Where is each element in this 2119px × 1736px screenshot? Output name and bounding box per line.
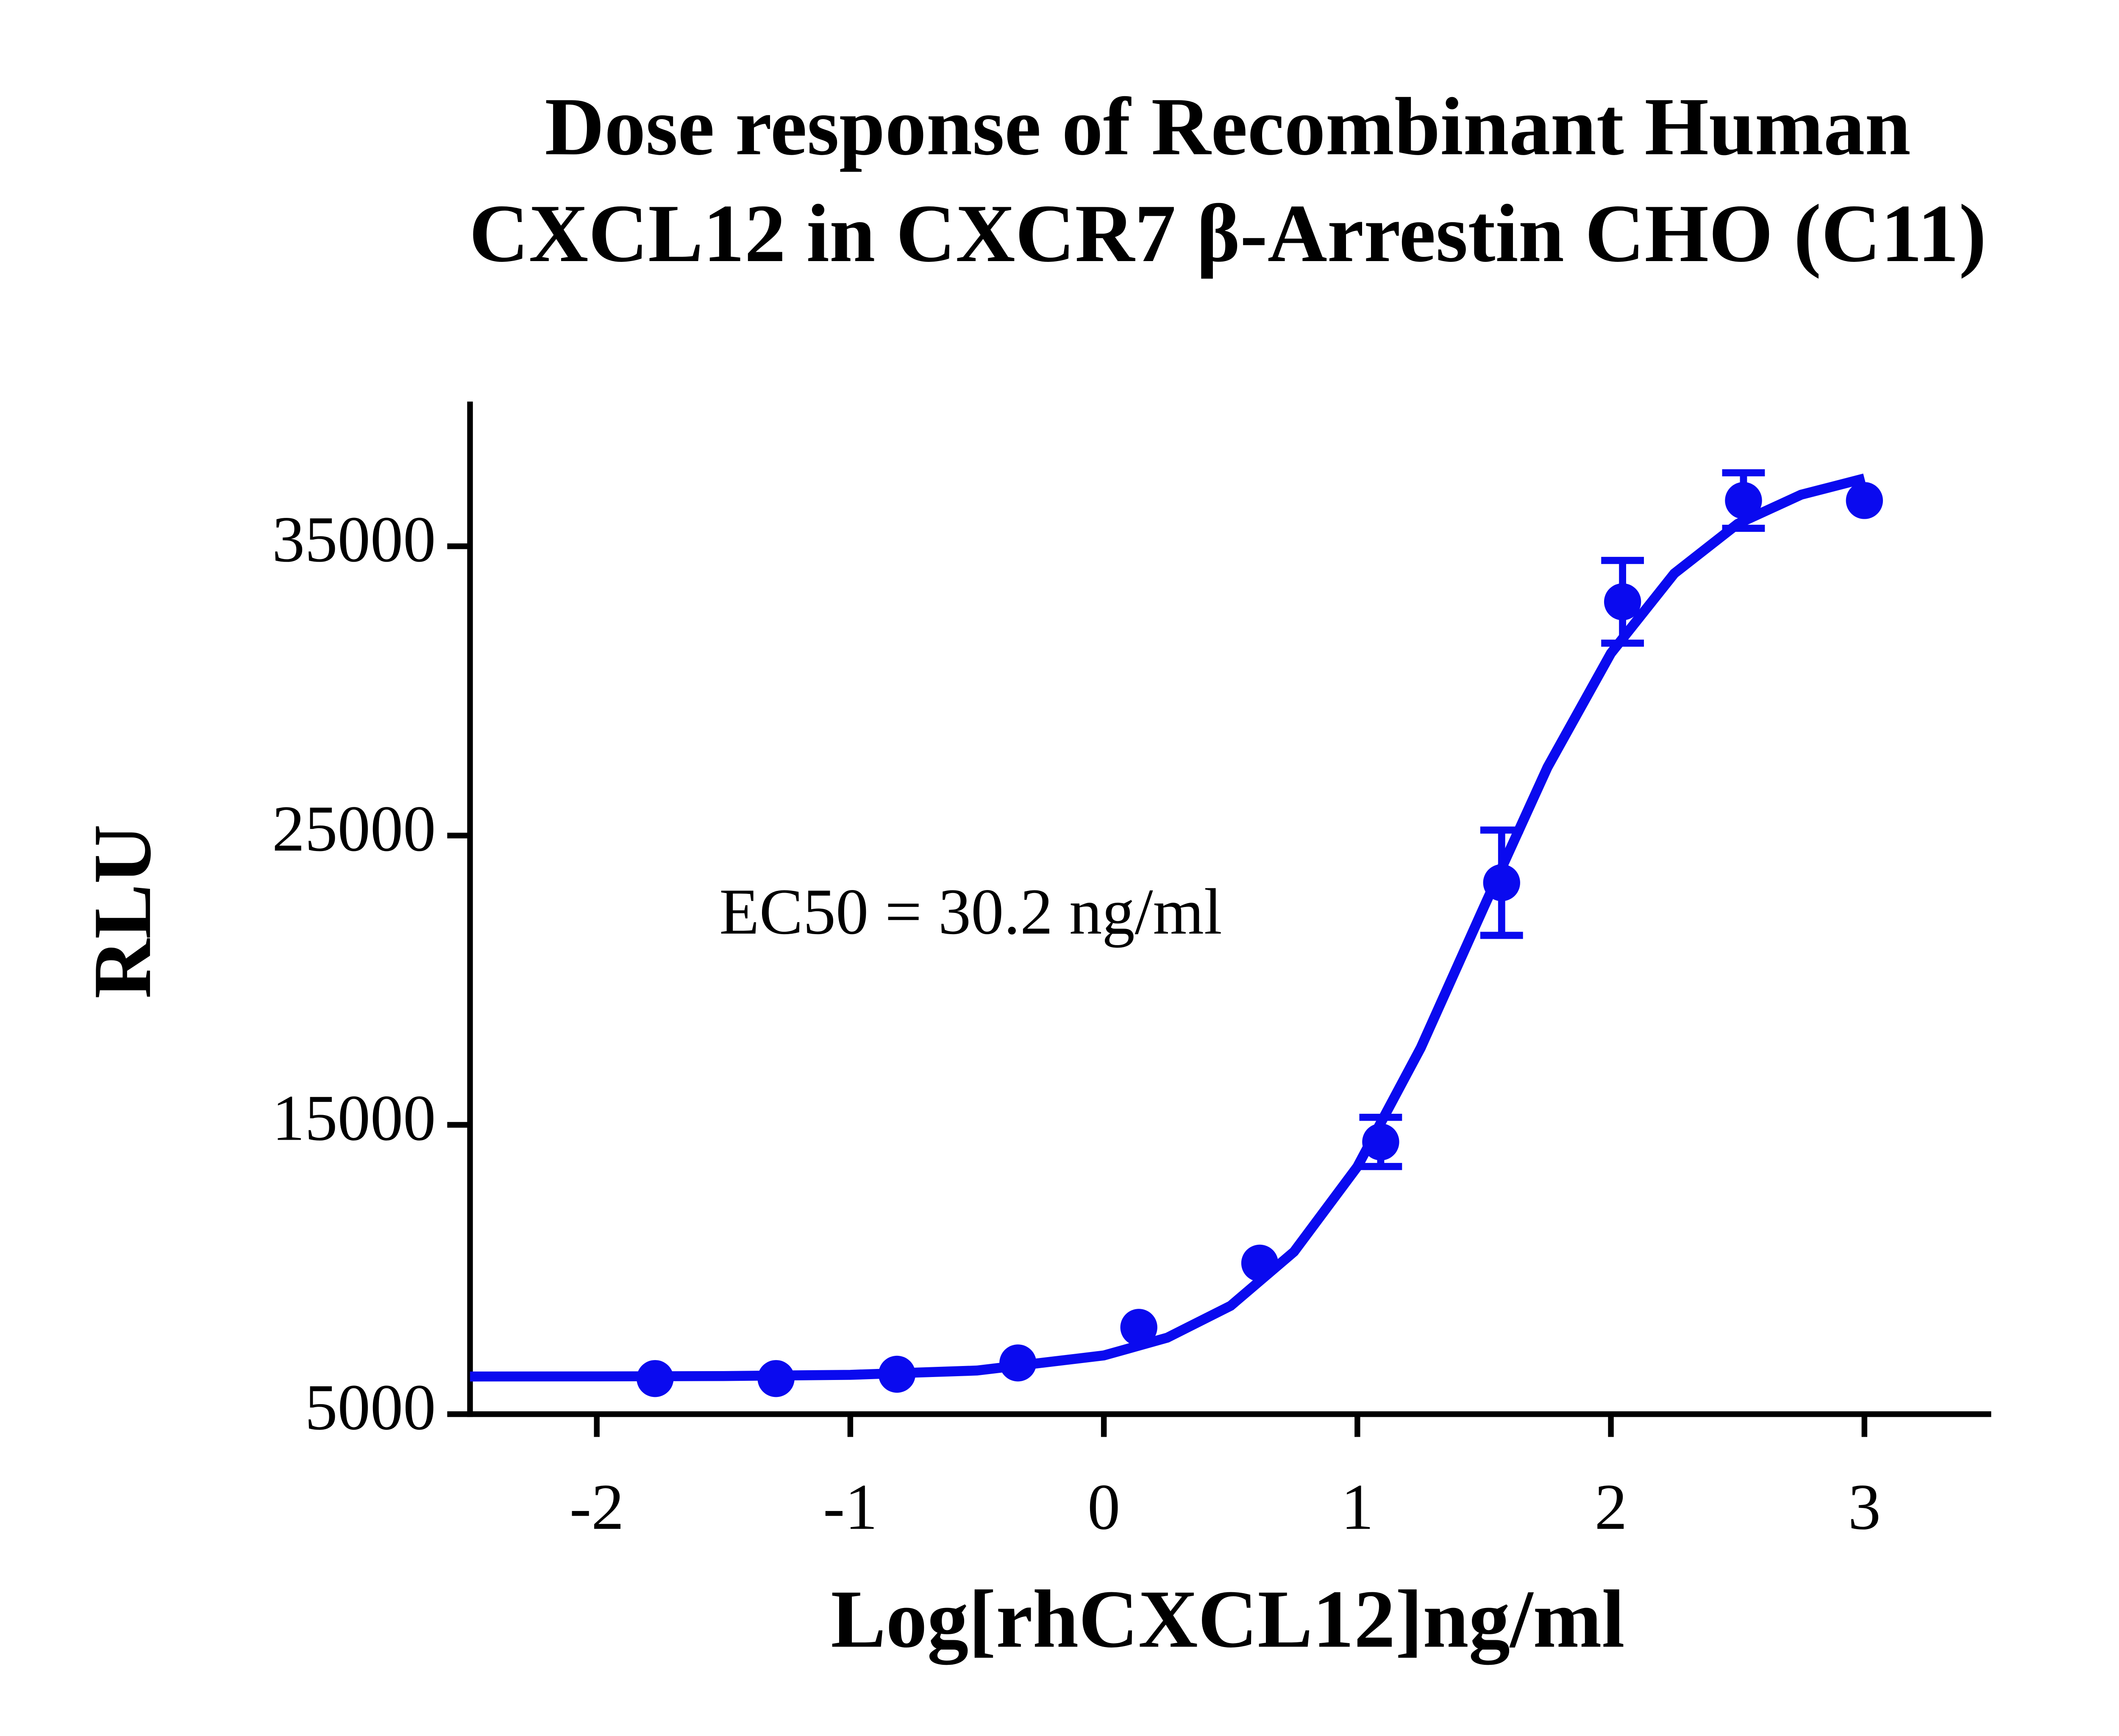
data-point	[637, 1360, 674, 1397]
y-tick-label: 15000	[272, 1082, 436, 1155]
x-tick-label: -1	[823, 1471, 878, 1543]
y-tick-label: 5000	[305, 1371, 436, 1444]
chart-title: Dose response of Recombinant Human	[545, 81, 1910, 172]
y-axis-label: RLU	[77, 824, 168, 999]
fit-curve	[470, 473, 1866, 1382]
data-point	[1483, 864, 1520, 901]
data-point	[1241, 1244, 1279, 1282]
data-point	[999, 1344, 1037, 1382]
x-axis-label: Log[rhCXCL12]ng/ml	[831, 1573, 1624, 1665]
x-tick-label: 0	[1087, 1471, 1120, 1543]
data-point	[1362, 1123, 1399, 1160]
data-point	[1846, 482, 1883, 519]
annotation: EC50 = 30.2 ng/ml	[719, 876, 1222, 948]
y-tick-label: 25000	[272, 793, 436, 865]
x-tick-label: 2	[1594, 1471, 1627, 1543]
x-tick-label: -2	[570, 1471, 624, 1543]
chart-title: CXCL12 in CXCR7 β-Arrestin CHO (C11)	[469, 188, 1986, 279]
data-point	[878, 1355, 916, 1393]
data-point	[1604, 583, 1641, 620]
x-tick-label: 3	[1848, 1471, 1881, 1543]
y-tick-label: 35000	[272, 503, 436, 576]
data-point	[1725, 482, 1762, 519]
data-point	[757, 1360, 795, 1397]
x-tick-label: 1	[1341, 1471, 1374, 1543]
data-point	[1120, 1309, 1157, 1346]
